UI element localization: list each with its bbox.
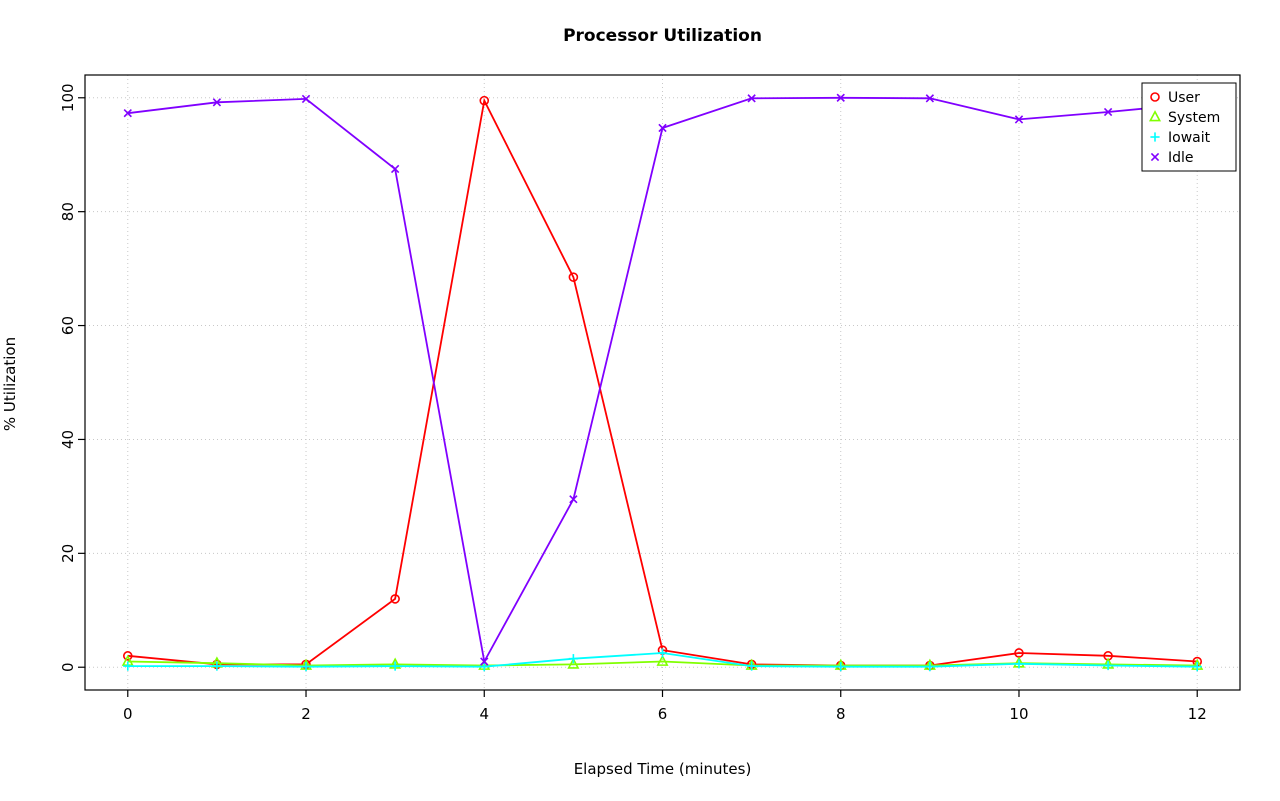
- x-tick-label: 8: [836, 705, 846, 723]
- triangle-marker-icon: [656, 654, 669, 666]
- x-tick-label: 6: [658, 705, 668, 723]
- plus-marker-icon: [747, 661, 757, 671]
- circle-marker-icon: [568, 272, 579, 282]
- chart-title: Processor Utilization: [563, 26, 762, 46]
- plus-marker-icon: [212, 661, 222, 671]
- circle-marker-icon: [122, 651, 133, 661]
- plus-marker-icon: [1014, 659, 1024, 669]
- plus-marker-icon: [836, 662, 846, 672]
- x-marker-icon: [658, 123, 667, 133]
- plus-marker-icon: [568, 654, 578, 664]
- x-marker-icon: [569, 495, 578, 504]
- plus-marker-icon: [1103, 660, 1113, 671]
- plus-marker-icon: [657, 648, 668, 658]
- x-marker-icon: [747, 94, 756, 103]
- triangle-marker-icon: [567, 657, 580, 669]
- x-tick-label: 0: [123, 705, 133, 723]
- x-tick-label: 2: [301, 705, 311, 723]
- circle-marker-icon: [390, 594, 400, 604]
- x-marker-icon: [123, 108, 132, 118]
- x-tick-label: 10: [1009, 705, 1028, 723]
- x-marker-icon: [390, 164, 400, 174]
- plus-marker-icon: [1150, 132, 1160, 142]
- y-tick-label: 100: [59, 83, 77, 112]
- plus-marker-icon: [390, 661, 400, 671]
- plus-marker-icon: [1192, 662, 1202, 672]
- legend-label-iowait: Iowait: [1168, 130, 1211, 146]
- y-tick-label: 80: [59, 202, 77, 221]
- x-marker-icon: [212, 98, 222, 107]
- x-marker-icon: [301, 94, 311, 104]
- plus-marker-icon: [301, 662, 311, 672]
- plus-marker-icon: [925, 662, 935, 672]
- triangle-marker-icon: [1148, 110, 1162, 122]
- y-tick-label: 0: [59, 662, 77, 672]
- x-tick-label: 4: [479, 705, 489, 723]
- legend-box: [1141, 82, 1237, 172]
- x-marker-icon: [1014, 115, 1024, 124]
- x-marker-icon: [925, 94, 935, 103]
- x-tick-label: 12: [1188, 705, 1207, 723]
- legend-label-idle: Idle: [1168, 150, 1194, 166]
- x-marker-icon: [1103, 107, 1113, 117]
- plus-marker-icon: [479, 662, 489, 672]
- circle-marker-icon: [1150, 92, 1160, 102]
- y-axis-label: % Utilization: [1, 336, 19, 432]
- y-tick-label: 20: [59, 544, 77, 563]
- legend-label-system: System: [1168, 110, 1220, 126]
- circle-marker-icon: [479, 95, 490, 106]
- x-marker-icon: [1150, 152, 1160, 162]
- plus-marker-icon: [123, 661, 133, 671]
- x-marker-icon: [480, 657, 489, 666]
- y-tick-label: 60: [59, 316, 77, 335]
- y-tick-label: 40: [59, 430, 77, 449]
- x-marker-icon: [836, 93, 845, 102]
- legend-label-user: User: [1168, 90, 1200, 106]
- x-axis-label: Elapsed Time (minutes): [573, 760, 752, 778]
